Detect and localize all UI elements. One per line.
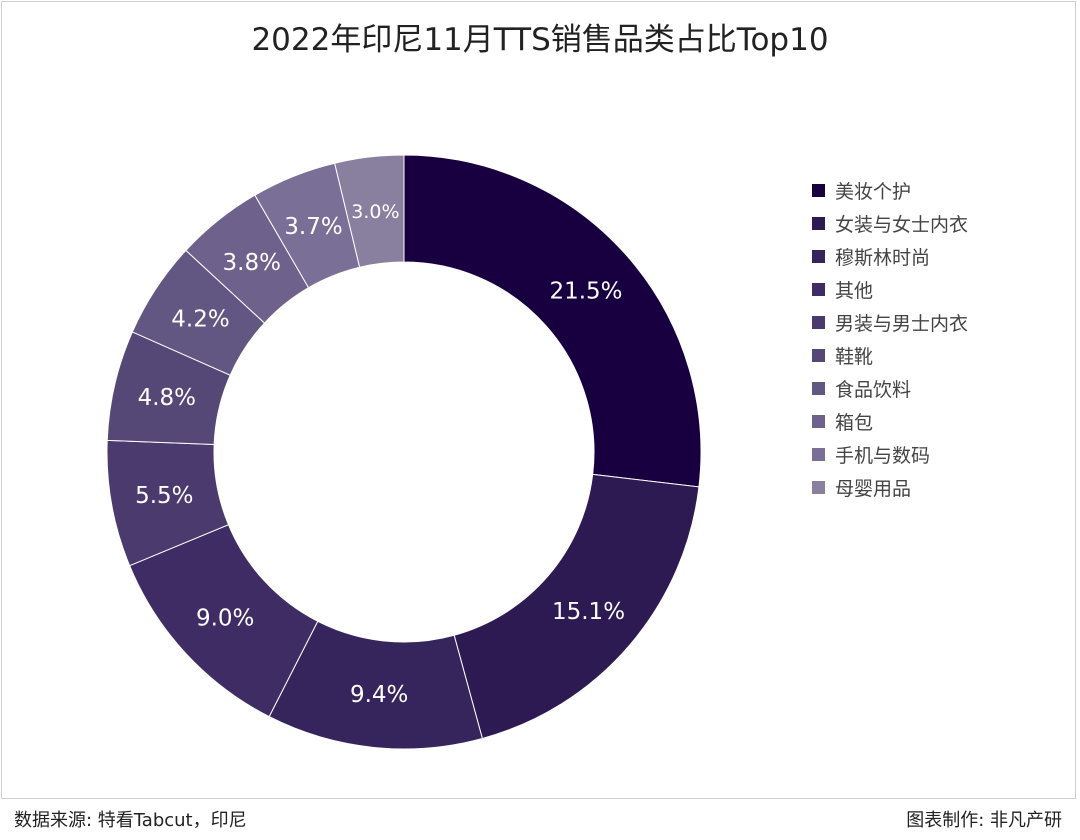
legend-item: 箱包 [812, 405, 968, 438]
legend-item: 美妆个护 [812, 174, 968, 207]
data-label: 4.8% [138, 385, 196, 411]
legend-swatch [812, 217, 825, 230]
donut-chart: 21.5% 15.1% 9.4% 9.0% 5.5% 4.8% 4.2% 3.8%3.7% 3.… [106, 154, 702, 750]
legend-item: 鞋靴 [812, 339, 968, 372]
data-label: 3.0% [351, 201, 399, 223]
chart-frame [1, 1, 1076, 799]
source-note: 数据来源: 特看Tabcut，印尼 [14, 810, 247, 831]
legend-swatch [812, 481, 825, 494]
legend-label: 其他 [835, 280, 874, 302]
chart-title: 2022年印尼11月TTS销售品类占比Top10 [251, 22, 829, 58]
data-label: 9.0% [196, 605, 254, 631]
credit-note: 图表制作: 非凡产研 [906, 810, 1062, 831]
legend-swatch [812, 382, 825, 395]
data-label: 9.4% [350, 682, 408, 708]
data-label: 4.2% [171, 306, 229, 332]
legend-swatch [812, 250, 825, 263]
data-label: 3.8% [223, 250, 281, 276]
legend-label: 穆斯林时尚 [835, 247, 931, 269]
data-label: 21.5% [549, 278, 622, 304]
legend-swatch [812, 316, 825, 329]
legend-swatch [812, 448, 825, 461]
legend-item: 食品饮料 [812, 372, 968, 405]
legend-swatch [812, 349, 825, 362]
legend-item: 男装与男士内衣 [812, 306, 968, 339]
legend-item: 女装与女士内衣 [812, 207, 968, 240]
data-label: 3.7% [284, 214, 342, 240]
data-label: 5.5% [135, 483, 193, 509]
legend-item: 穆斯林时尚 [812, 240, 968, 273]
slice-2 [453, 473, 700, 740]
legend-item: 手机与数码 [812, 438, 968, 471]
slice-1 [403, 154, 702, 488]
legend-label: 女装与女士内衣 [835, 214, 969, 236]
legend-swatch [812, 184, 825, 197]
legend-item: 母婴用品 [812, 471, 968, 504]
legend-label: 母婴用品 [835, 478, 912, 500]
legend-label: 手机与数码 [835, 445, 931, 467]
legend-label: 男装与男士内衣 [835, 313, 969, 335]
slice-10 [334, 154, 405, 268]
legend: 美妆个护女装与女士内衣 穆斯林时尚其他男装与男士内衣 鞋靴食品饮料箱包手机与数码母婴… [812, 174, 968, 504]
data-label: 15.1% [552, 599, 625, 625]
legend-label: 箱包 [835, 412, 874, 434]
legend-label: 鞋靴 [835, 346, 874, 368]
legend-swatch [812, 283, 825, 296]
legend-label: 美妆个护 [835, 181, 912, 203]
legend-swatch [812, 415, 825, 428]
legend-label: 食品饮料 [835, 379, 912, 401]
legend-item: 其他 [812, 273, 968, 306]
